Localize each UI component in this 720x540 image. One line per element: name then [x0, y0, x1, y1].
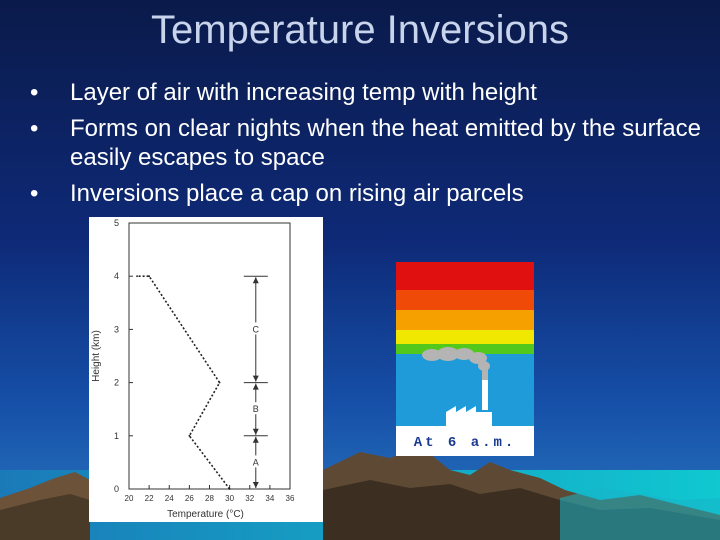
x-axis-label: Temperature (°C) [167, 509, 244, 520]
x-tick-label: 30 [225, 494, 234, 503]
profile-point [136, 275, 138, 278]
x-tick-label: 22 [145, 494, 154, 503]
bullet-dot: • [30, 79, 39, 106]
arrow-head-down [252, 375, 259, 382]
y-tick-label: 5 [114, 218, 119, 228]
bullet-text: Inversions place a cap on rising air par… [70, 180, 524, 207]
factory-icon [446, 380, 492, 426]
y-tick-label: 0 [114, 484, 119, 494]
y-tick-label: 2 [114, 378, 119, 388]
temperature-profile-chart: 20 22 24 26 28 30 32 34 36 0 1 2 3 4 5 Temperature (°C)… [89, 217, 323, 522]
layer-label: B [253, 404, 259, 414]
x-tick-label: 24 [165, 494, 174, 503]
caption-box [396, 426, 534, 456]
bullet-item: • Forms on clear nights when the heat emi… [30, 114, 710, 172]
bullet-item: • Inversions place a cap on rising air pa… [30, 179, 710, 208]
arrow-head-down [252, 482, 259, 488]
bullet-dot: • [30, 115, 39, 142]
bullet-text: Forms on clear nights when the heat emit… [70, 115, 701, 171]
x-tick-label: 26 [185, 494, 194, 503]
panel-caption: At 6 a.m. [414, 435, 517, 451]
x-tick-label: 34 [265, 494, 274, 503]
arrow-head-up [252, 383, 259, 390]
color-band [396, 290, 534, 310]
x-tick-label: 36 [286, 494, 295, 503]
layer-label-bg [249, 322, 262, 335]
layer-label-bg [249, 455, 262, 468]
color-band [396, 262, 534, 290]
y-tick-label: 3 [114, 324, 119, 334]
temperature-profile-line [137, 275, 231, 490]
layer-label: A [253, 457, 259, 467]
profile-point [228, 488, 231, 490]
plot-frame [128, 222, 291, 490]
color-bands [396, 262, 534, 426]
layer-label: C [253, 324, 260, 334]
arrow-head-down [252, 428, 259, 435]
profile-point [218, 381, 221, 384]
arrow-head-up [252, 436, 259, 443]
color-band [396, 310, 534, 330]
bullet-list: • Layer of air with increasing temp with … [30, 78, 710, 215]
x-tick-label: 20 [125, 494, 134, 503]
profile-point [188, 434, 191, 437]
color-band [396, 330, 534, 344]
y-tick-label: 1 [114, 431, 119, 441]
smoke-plume [422, 347, 490, 380]
x-tick-label: 28 [205, 494, 214, 503]
profile-point [148, 275, 151, 278]
y-axis-label: Height (km) [91, 330, 102, 382]
y-tick-label: 4 [114, 271, 119, 281]
x-tick-label: 32 [245, 494, 254, 503]
bullet-text: Layer of air with increasing temp with h… [70, 79, 537, 106]
inversion-illustration: At 6 a.m. [396, 262, 534, 456]
slide-title: Temperature Inversions [151, 8, 569, 52]
layer-label-bg [249, 402, 262, 415]
bullet-dot: • [30, 180, 39, 207]
bullet-item: • Layer of air with increasing temp with … [30, 78, 710, 107]
arrow-head-up [252, 277, 259, 284]
